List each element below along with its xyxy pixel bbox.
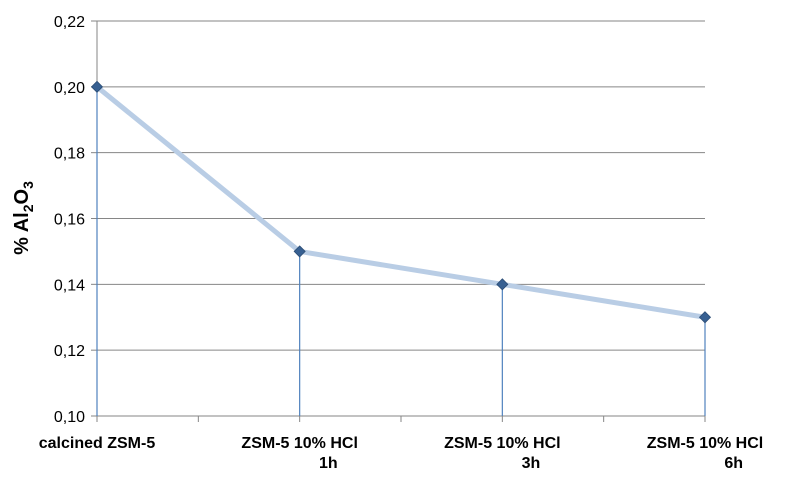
drop-lines — [96, 86, 706, 416]
data-point-marker — [293, 245, 306, 258]
y-axis-title-mid: O — [11, 189, 33, 205]
y-axis-title-prefix: % Al — [11, 212, 33, 255]
axes — [91, 20, 706, 422]
data-point-marker — [90, 80, 104, 93]
x-category-label-line: 3h — [522, 455, 541, 472]
x-category-label-line: ZSM-5 10% HCl — [647, 435, 763, 452]
x-category-label-line: ZSM-5 10% HCl — [444, 435, 560, 452]
y-axis-title: % Al2O3 — [11, 181, 36, 255]
x-category-label-line: 1h — [319, 455, 338, 472]
x-category-label: ZSM-5 10% HCl 6h — [647, 435, 763, 472]
series-layer — [90, 80, 712, 324]
x-category-label: ZSM-5 10% HCl 1h — [241, 435, 357, 472]
y-axis-title-sub2: 3 — [20, 181, 36, 189]
gridlines — [97, 20, 705, 351]
data-point-marker — [496, 278, 509, 291]
x-category-label: ZSM-5 10% HCl 3h — [444, 435, 560, 472]
y-tick-label: 0,20 — [54, 80, 85, 97]
y-tick-label: 0,12 — [54, 343, 85, 360]
y-tick-label: 0,10 — [54, 409, 85, 426]
data-point-marker — [698, 311, 712, 324]
y-tick-label: 0,16 — [54, 212, 85, 229]
series-line — [94, 84, 708, 320]
y-axis-title-sub1: 2 — [20, 204, 36, 212]
x-category-label-line: ZSM-5 10% HCl — [241, 435, 357, 452]
x-category-label-line: calcined ZSM-5 — [39, 435, 156, 452]
x-category-label-line: 6h — [724, 455, 743, 472]
y-tick-label: 0,18 — [54, 146, 85, 163]
y-tick-labels: 0,10 0,12 0,14 0,16 0,18 0,20 0,22 — [54, 14, 85, 426]
x-category-label: calcined ZSM-5 — [39, 435, 156, 452]
y-tick-label: 0,22 — [54, 14, 85, 31]
y-tick-label: 0,14 — [54, 277, 85, 294]
